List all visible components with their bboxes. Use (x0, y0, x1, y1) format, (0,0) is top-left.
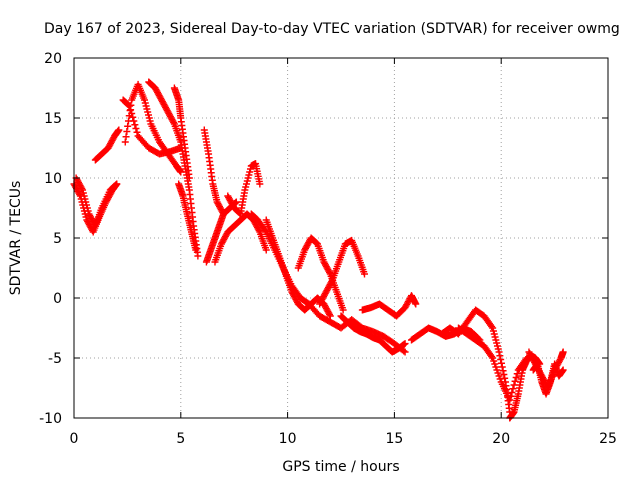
data-point (496, 352, 504, 360)
series-track-5 (119, 96, 185, 158)
data-point (128, 110, 136, 117)
data-point (124, 101, 132, 108)
x-tick-label: 0 (70, 431, 79, 447)
data-point (255, 227, 263, 234)
x-tick-label: 10 (279, 431, 297, 447)
data-point (185, 174, 193, 182)
data-point (508, 389, 516, 396)
x-tick-label: 5 (176, 431, 185, 447)
data-point (76, 191, 84, 198)
y-tick-label: 5 (53, 231, 62, 247)
data-point (412, 300, 420, 308)
data-point (488, 353, 496, 360)
data-point (497, 359, 505, 367)
axis-ticks (73, 57, 609, 419)
data-point (127, 106, 135, 114)
data-point (112, 181, 120, 189)
series-track-2 (72, 174, 121, 230)
data-point (133, 128, 141, 136)
data-point (192, 246, 200, 254)
data-point (488, 323, 496, 330)
data-point (495, 348, 503, 356)
data-point (401, 340, 409, 348)
y-tick-label: -10 (39, 411, 62, 427)
x-axis-title: GPS time / hours (282, 459, 399, 475)
data-point (509, 385, 517, 393)
x-tick-label: 15 (385, 431, 403, 447)
series-track-18 (305, 300, 409, 356)
data-point (122, 133, 130, 141)
data-point (401, 348, 409, 356)
data-point (500, 371, 508, 378)
data-point (326, 311, 334, 318)
series-track-10 (202, 210, 228, 266)
data-point (511, 377, 519, 385)
data-point (129, 113, 137, 121)
y-tick-label: -5 (48, 351, 62, 367)
data-point (497, 356, 505, 363)
series-track-12 (224, 160, 264, 218)
data-point (130, 117, 138, 125)
data-point (132, 125, 140, 132)
series-track-11 (211, 210, 270, 266)
data-point (312, 239, 320, 246)
data-point (194, 252, 202, 260)
data-point (506, 396, 514, 404)
series-track-21 (437, 306, 514, 416)
data-point (510, 381, 518, 389)
data-point (126, 102, 134, 110)
data-point (220, 210, 228, 218)
series-track-19 (358, 292, 420, 320)
y-tick-label: 0 (53, 291, 62, 307)
data-point (512, 374, 520, 381)
series-track-16 (316, 236, 368, 308)
data-point (113, 180, 121, 188)
data-points (70, 78, 567, 422)
data-point (170, 119, 178, 126)
data-point (131, 121, 139, 129)
x-tick-label: 20 (492, 431, 510, 447)
data-point (499, 367, 507, 375)
data-point (360, 270, 368, 278)
data-point (115, 126, 123, 134)
data-point (326, 269, 334, 276)
data-point (400, 347, 408, 355)
series-track-25 (525, 348, 567, 392)
data-point (262, 246, 270, 254)
data-point (123, 128, 131, 135)
data-point (125, 101, 133, 109)
data-point (256, 180, 264, 188)
y-tick-label: 20 (44, 51, 62, 67)
data-point (326, 312, 334, 320)
data-point (124, 122, 132, 130)
y-tick-labels: -10 -5 0 5 10 15 20 (39, 51, 62, 427)
data-point (498, 363, 506, 371)
x-tick-labels: 0 5 10 15 20 25 (70, 431, 617, 447)
data-point (559, 348, 567, 356)
grid-lines (74, 58, 608, 418)
y-axis-title: SDTVAR / TECUs (8, 181, 24, 296)
data-point (328, 278, 336, 285)
data-point (513, 370, 521, 378)
data-point (78, 185, 86, 192)
x-tick-label: 25 (599, 431, 617, 447)
data-point (261, 227, 269, 234)
series-track-7 (170, 84, 193, 182)
data-point (559, 366, 567, 374)
chart-title: Day 167 of 2023, Sidereal Day-to-day VTE… (44, 21, 620, 37)
data-point (111, 182, 119, 189)
y-tick-label: 10 (44, 171, 62, 187)
series-track-8 (175, 180, 200, 254)
y-tick-label: 15 (44, 111, 62, 127)
series-track-3 (91, 126, 123, 164)
data-point (339, 306, 347, 314)
data-point (121, 138, 129, 146)
data-point (501, 374, 509, 382)
data-point (507, 392, 515, 400)
